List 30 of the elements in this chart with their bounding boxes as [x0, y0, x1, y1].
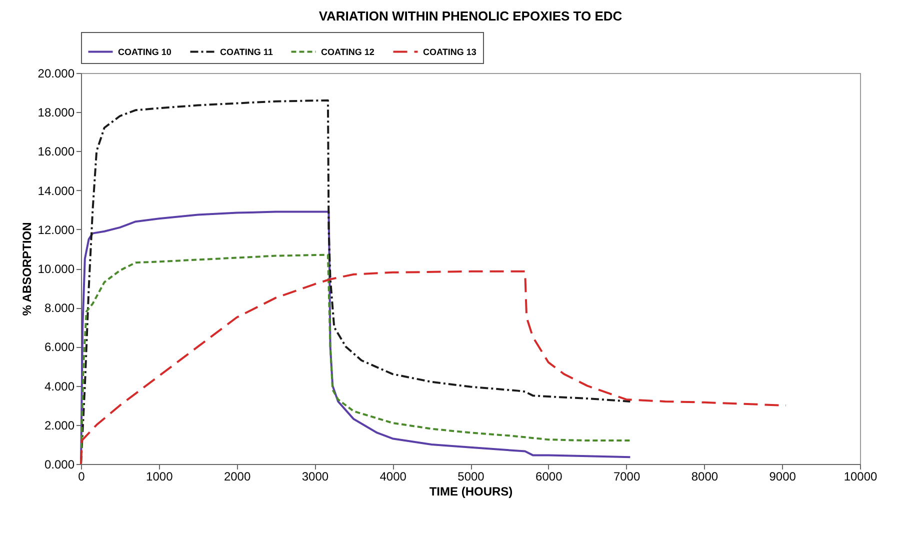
chart-title: VARIATION WITHIN PHENOLIC EPOXIES TO EDC	[318, 8, 623, 24]
x-tick-label: 4000	[380, 470, 407, 484]
y-tick-label: 20.000	[38, 66, 75, 80]
y-tick-label: 10.000	[38, 262, 75, 276]
y-tick-label: 4.000	[44, 379, 75, 394]
x-tick-label: 5000	[458, 470, 485, 484]
legend-label: COATING 10	[118, 46, 172, 57]
x-tick-label: 10000	[844, 470, 878, 484]
legend-label: COATING 11	[220, 46, 273, 57]
y-tick-label: 0.000	[44, 458, 75, 472]
x-tick-label: 8000	[691, 470, 718, 484]
y-tick-label: 18.000	[38, 106, 75, 120]
legend-label: COATING 12	[321, 46, 374, 57]
y-tick-label: 2.000	[44, 418, 75, 432]
x-axis-title: TIME (HOURS)	[429, 484, 513, 498]
y-tick-label: 6.000	[44, 340, 75, 354]
legend-label: COATING 13	[423, 46, 476, 57]
y-tick-label: 12.000	[38, 222, 75, 237]
y-axis-title: % ABSORPTION	[20, 222, 34, 316]
x-tick-label: 9000	[769, 470, 796, 484]
x-tick-label: 7000	[613, 470, 640, 484]
y-tick-label: 8.000	[44, 301, 75, 316]
y-tick-label: 14.000	[38, 184, 75, 198]
x-tick-label: 3000	[302, 470, 329, 484]
x-tick-label: 6000	[536, 470, 563, 484]
x-tick-label: 1000	[146, 470, 174, 484]
x-tick-label: 2000	[224, 470, 251, 484]
y-tick-label: 16.000	[38, 144, 75, 159]
line-series	[80, 270, 787, 465]
x-tick-label: 0	[78, 470, 86, 484]
